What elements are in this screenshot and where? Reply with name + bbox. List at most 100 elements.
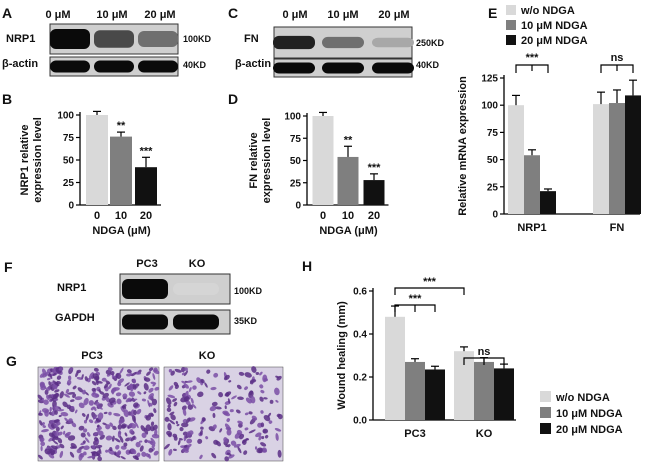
stained-cell — [39, 373, 45, 378]
panel-a-letter: A — [2, 5, 12, 21]
stained-cell — [210, 386, 217, 391]
bar — [609, 103, 625, 214]
legend-label: w/o NDGA — [520, 5, 575, 17]
bar — [494, 368, 514, 420]
x-axis-label: NDGA (μM) — [92, 225, 151, 237]
y-axis-label: expression level — [261, 118, 273, 204]
stained-cell — [58, 414, 62, 418]
legend-swatch — [506, 5, 516, 15]
stained-cell — [68, 375, 72, 381]
y-tick-label: 50 — [487, 155, 499, 166]
stained-cell — [122, 405, 127, 410]
stained-cell — [59, 450, 64, 459]
stained-cell — [63, 393, 70, 398]
stained-cell — [53, 405, 59, 412]
significance-label: *** — [526, 52, 540, 64]
stained-cell — [188, 430, 194, 436]
bar — [425, 369, 445, 420]
stained-cell — [244, 412, 249, 416]
bar — [337, 156, 359, 205]
stained-cell — [141, 398, 147, 402]
stained-cell — [190, 397, 194, 404]
stained-cell — [148, 402, 153, 407]
stained-cell — [268, 420, 273, 424]
legend-swatch — [540, 391, 551, 402]
stained-cell — [72, 393, 77, 399]
blot-f-row-2-size: 35KD — [234, 316, 258, 326]
stained-cell — [226, 429, 232, 436]
stained-cell — [200, 378, 205, 384]
stained-cell — [224, 456, 229, 462]
stained-cell — [222, 410, 229, 415]
image-g-label-1: PC3 — [81, 350, 102, 362]
stained-cell — [57, 409, 65, 412]
stained-cell — [166, 407, 172, 413]
stained-cell — [58, 367, 64, 371]
blot-c-band-2-3 — [372, 62, 414, 74]
stained-cell — [248, 411, 253, 415]
blot-c-band-1-1 — [273, 35, 315, 50]
stained-cell — [213, 372, 219, 378]
stained-cell — [134, 421, 139, 429]
stained-cell — [50, 449, 56, 456]
stained-cell — [60, 425, 64, 430]
y-tick-label: 0 — [492, 210, 498, 221]
legend-label: 20 μM NDGA — [556, 424, 623, 436]
stained-cell — [83, 419, 88, 424]
stained-cell — [151, 398, 158, 406]
blot-c-band-1-2 — [322, 36, 364, 49]
stained-cell — [116, 398, 122, 405]
stained-cell — [112, 425, 117, 431]
stained-cell — [168, 385, 174, 391]
stained-cell — [276, 375, 282, 381]
stained-cell — [46, 387, 51, 391]
stained-cell — [95, 401, 100, 407]
stained-cell — [238, 371, 245, 376]
stained-cell — [199, 429, 203, 436]
stained-cell — [255, 371, 260, 376]
panel-g-transwell-images: G PC3 KO — [6, 350, 284, 462]
stained-cell — [185, 417, 191, 424]
stained-cell — [256, 447, 263, 454]
stained-cell — [86, 432, 91, 437]
x-tick-label: FN — [610, 222, 625, 234]
stained-cell — [56, 380, 61, 385]
stained-cell — [182, 448, 189, 453]
bar — [110, 136, 132, 205]
stained-cell — [186, 438, 193, 444]
stained-cell — [219, 428, 223, 433]
stained-cell — [168, 419, 176, 425]
stained-cell — [237, 420, 243, 425]
y-tick-label: 100 — [481, 101, 498, 112]
stained-cell — [96, 424, 100, 428]
stained-cell — [269, 399, 274, 404]
stained-cell — [184, 380, 188, 383]
stained-cell — [70, 442, 77, 449]
stained-cell — [128, 391, 136, 397]
blot-f-condition-1: PC3 — [136, 258, 157, 270]
blot-c-row-1-label: FN — [244, 33, 259, 45]
stained-cell — [88, 419, 94, 424]
stained-cell — [259, 384, 264, 389]
stained-cell — [54, 410, 58, 415]
stained-cell — [124, 382, 130, 387]
stained-cell — [99, 391, 105, 395]
stained-cell — [244, 372, 252, 378]
stained-cell — [98, 430, 104, 437]
stained-cell — [173, 436, 178, 441]
panel-f-letter: F — [4, 259, 13, 275]
x-tick-label: 10 — [342, 210, 354, 222]
stained-cell — [76, 376, 83, 380]
stained-cell — [98, 446, 102, 455]
stained-cell — [261, 435, 265, 440]
stained-cell — [251, 366, 257, 373]
stained-cell — [167, 404, 171, 408]
stained-cell — [236, 384, 242, 390]
stained-cell — [120, 406, 125, 413]
legend-label: 10 μM NDGA — [521, 20, 588, 32]
stained-cell — [245, 397, 252, 404]
stained-cell — [177, 439, 181, 446]
stained-cell — [105, 424, 111, 430]
stained-cell — [197, 438, 203, 444]
